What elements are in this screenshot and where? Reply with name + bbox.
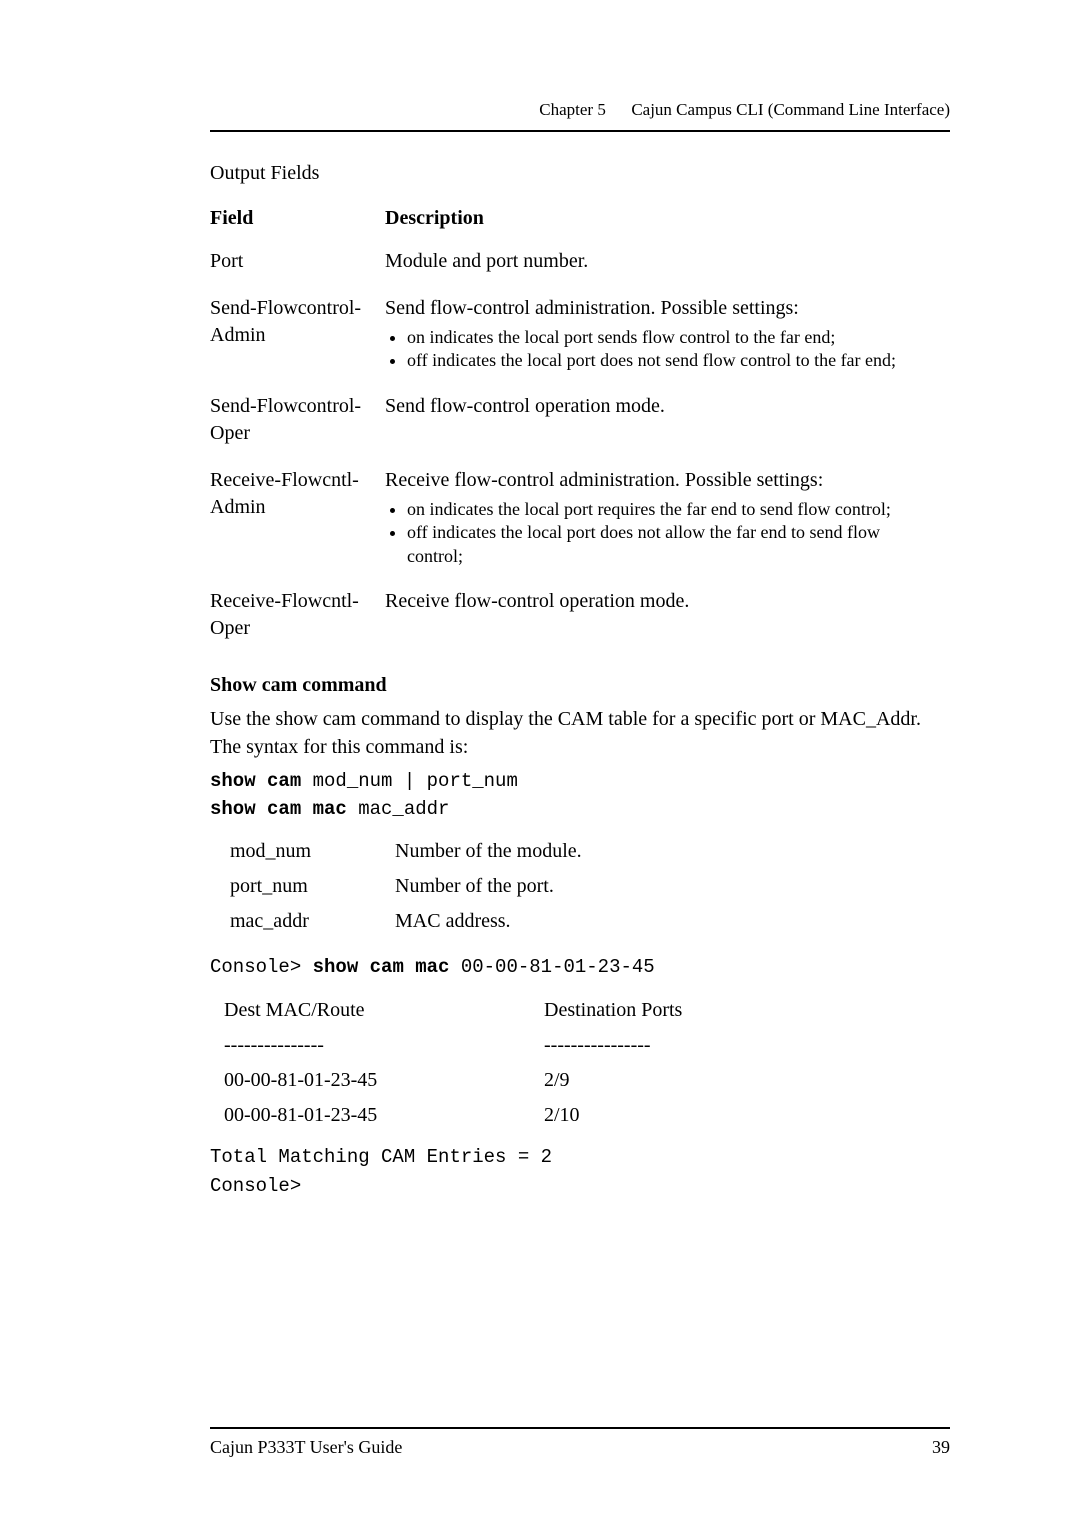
table-row: mac_addr MAC address. xyxy=(230,904,602,939)
table-header-row: Field Description xyxy=(210,203,950,242)
field-name: Send-Flowcontrol-Admin xyxy=(210,289,385,387)
table-row: mod_num Number of the module. xyxy=(230,834,602,869)
field-desc: Send flow-control administration. Possib… xyxy=(385,289,950,387)
header-rule xyxy=(210,130,950,132)
console-prompt: Console> xyxy=(210,1172,950,1201)
field-lead: Receive flow-control operation mode. xyxy=(385,590,689,612)
dest-header-1: Dest MAC/Route xyxy=(224,993,544,1028)
table-row: Send-Flowcontrol-Oper Send flow-control … xyxy=(210,387,950,461)
fields-table: Field Description Port Module and port n… xyxy=(210,203,950,656)
field-lead: Receive flow-control administration. Pos… xyxy=(385,469,823,491)
dest-dashes-1: --------------- xyxy=(224,1028,544,1063)
field-name: Port xyxy=(210,242,385,289)
param-desc: Number of the port. xyxy=(395,869,602,904)
field-desc: Module and port number. xyxy=(385,242,950,289)
dest-cell: 2/10 xyxy=(544,1098,682,1133)
total-line: Total Matching CAM Entries = 2 xyxy=(210,1143,950,1172)
example-suffix: 00-00-81-01-23-45 xyxy=(449,956,654,978)
output-fields-label: Output Fields xyxy=(210,162,950,185)
param-name: mod_num xyxy=(230,834,395,869)
show-cam-heading: Show cam command xyxy=(210,674,950,697)
table-row: Send-Flowcontrol-Admin Send flow-control… xyxy=(210,289,950,387)
syntax-rest: mac_addr xyxy=(347,798,450,820)
syntax-rest: mod_num | port_num xyxy=(301,770,518,792)
field-bullets: on indicates the local port requires the… xyxy=(385,498,940,568)
chapter-label: Chapter 5 xyxy=(539,100,606,119)
show-cam-intro: Use the show cam command to display the … xyxy=(210,705,950,761)
syntax-line-2: show cam mac mac_addr xyxy=(210,795,950,824)
footer-left: Cajun P333T User's Guide xyxy=(210,1437,402,1458)
syntax-bold: show cam xyxy=(210,770,301,792)
param-desc: Number of the module. xyxy=(395,834,602,869)
syntax-line-1: show cam mod_num | port_num xyxy=(210,767,950,796)
example-line: Console> show cam mac 00-00-81-01-23-45 xyxy=(210,953,950,982)
table-row: 00-00-81-01-23-45 2/9 xyxy=(224,1063,682,1098)
bullet-item: off indicates the local port does not al… xyxy=(407,521,940,568)
field-name: Receive-Flowcntl-Admin xyxy=(210,461,385,582)
table-row: Receive-Flowcntl-Admin Receive flow-cont… xyxy=(210,461,950,582)
page-header: Chapter 5 Cajun Campus CLI (Command Line… xyxy=(210,100,950,120)
syntax-bold: show cam mac xyxy=(210,798,347,820)
field-name: Send-Flowcontrol-Oper xyxy=(210,387,385,461)
bullet-item: on indicates the local port sends flow c… xyxy=(407,326,940,349)
field-desc: Receive flow-control operation mode. xyxy=(385,582,950,656)
col-header-description: Description xyxy=(385,203,950,242)
dest-cell: 00-00-81-01-23-45 xyxy=(224,1063,544,1098)
field-desc: Send flow-control operation mode. xyxy=(385,387,950,461)
dest-dashes-2: ---------------- xyxy=(544,1028,682,1063)
table-row: Port Module and port number. xyxy=(210,242,950,289)
field-lead: Send flow-control administration. Possib… xyxy=(385,297,799,319)
param-name: port_num xyxy=(230,869,395,904)
page: Chapter 5 Cajun Campus CLI (Command Line… xyxy=(0,0,1080,1528)
field-name: Receive-Flowcntl- Oper xyxy=(210,582,385,656)
table-row: 00-00-81-01-23-45 2/10 xyxy=(224,1098,682,1133)
param-name: mac_addr xyxy=(230,904,395,939)
field-lead: Module and port number. xyxy=(385,250,588,272)
table-header-row: Dest MAC/Route Destination Ports xyxy=(224,993,682,1028)
dest-header-2: Destination Ports xyxy=(544,993,682,1028)
destination-table: Dest MAC/Route Destination Ports -------… xyxy=(224,993,682,1133)
table-row: Receive-Flowcntl- Oper Receive flow-cont… xyxy=(210,582,950,656)
param-table: mod_num Number of the module. port_num N… xyxy=(230,834,602,939)
dest-cell: 2/9 xyxy=(544,1063,682,1098)
field-lead: Send flow-control operation mode. xyxy=(385,395,665,417)
table-row: port_num Number of the port. xyxy=(230,869,602,904)
field-bullets: on indicates the local port sends flow c… xyxy=(385,326,940,373)
example-prefix: Console> xyxy=(210,956,313,978)
footer-page-number: 39 xyxy=(932,1437,950,1458)
page-footer: Cajun P333T User's Guide 39 xyxy=(210,1427,950,1458)
param-desc: MAC address. xyxy=(395,904,602,939)
bullet-item: off indicates the local port does not se… xyxy=(407,349,940,372)
dest-cell: 00-00-81-01-23-45 xyxy=(224,1098,544,1133)
example-bold: show cam mac xyxy=(313,956,450,978)
table-row: --------------- ---------------- xyxy=(224,1028,682,1063)
col-header-field: Field xyxy=(210,203,385,242)
bullet-item: on indicates the local port requires the… xyxy=(407,498,940,521)
field-desc: Receive flow-control administration. Pos… xyxy=(385,461,950,582)
chapter-title: Cajun Campus CLI (Command Line Interface… xyxy=(631,100,950,119)
footer-rule xyxy=(210,1427,950,1429)
